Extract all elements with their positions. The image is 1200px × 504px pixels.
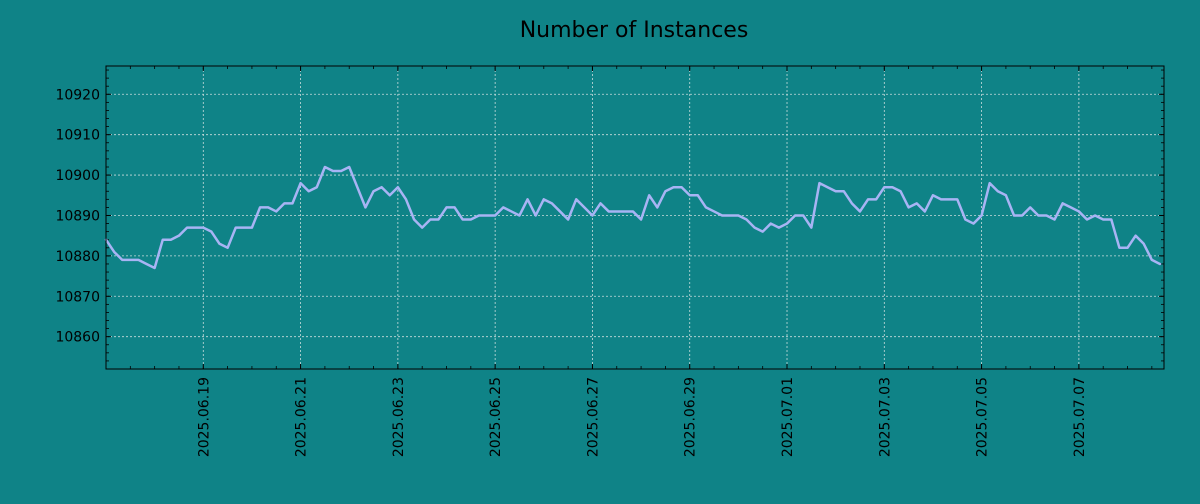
y-tick-label: 10920 [55,87,100,103]
x-tick-label: 2025.06.19 [196,377,212,457]
axes-frame [105,65,1165,370]
grid [106,66,1164,369]
x-tick-label: 2025.07.05 [975,377,991,457]
y-tick-label: 10860 [55,330,100,346]
x-tick-label: 2025.07.07 [1072,377,1088,457]
x-tick-label: 2025.06.21 [294,377,310,457]
x-tick-label: 2025.06.27 [585,377,601,457]
x-tick-label: 2025.07.03 [877,377,893,457]
x-tick-label: 2025.06.25 [488,377,504,457]
x-tick-label: 2025.06.29 [683,377,699,457]
y-tick-label: 10880 [55,249,100,265]
y-tick-label: 10900 [55,168,100,184]
y-tick-label: 10870 [55,289,100,305]
series-line [104,165,1162,270]
plot-area [104,165,1162,270]
x-tick-label: 2025.07.01 [780,377,796,457]
x-tick-label: 2025.06.23 [391,377,407,457]
chart-title: Number of Instances [520,18,749,43]
y-tick-label: 10890 [55,208,100,224]
axis-ticks: 10860 10870 10880 10890 10900 10910 10920 2025.… [55,66,1164,457]
y-tick-label: 10910 [55,128,100,144]
